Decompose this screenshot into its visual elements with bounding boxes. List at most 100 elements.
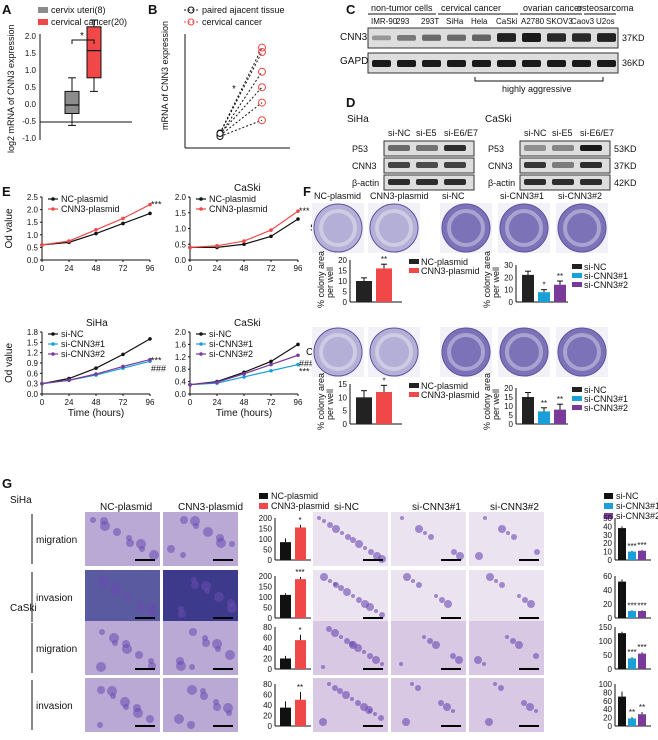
well-texture bbox=[563, 333, 601, 371]
stain-cell bbox=[337, 688, 343, 694]
panel-d-title-siha: SiHa bbox=[347, 114, 369, 125]
legend-label: si-NC bbox=[209, 329, 232, 339]
stain-cell bbox=[167, 545, 175, 553]
blot-kd: 37KD bbox=[622, 33, 645, 43]
blot-strip bbox=[519, 140, 611, 157]
panel-b-sig: * bbox=[232, 84, 236, 95]
stain-cell bbox=[328, 579, 332, 583]
legend-label: si-CNN3#2 bbox=[61, 349, 105, 359]
stain-cell bbox=[97, 686, 105, 694]
bar-ytick: 200 bbox=[259, 572, 273, 581]
blot-cnn3 bbox=[367, 27, 619, 49]
stain-cell bbox=[402, 718, 410, 726]
series-point bbox=[269, 359, 273, 364]
stain-cell bbox=[212, 639, 222, 649]
bar-ytick: 0 bbox=[343, 298, 348, 307]
lane-label: si-NC bbox=[524, 128, 547, 138]
sig-label: *** bbox=[151, 200, 162, 210]
bar-ytick: 0 bbox=[608, 665, 613, 674]
stain-cell bbox=[190, 516, 200, 526]
bar-ytick: 0 bbox=[509, 298, 514, 307]
band-gapdh bbox=[472, 60, 491, 67]
stain-cell bbox=[365, 706, 373, 714]
cell-line-label: SiHa bbox=[10, 495, 32, 506]
bar-ytick: 60 bbox=[603, 697, 612, 706]
lane-label: si-E6/E7 bbox=[580, 128, 614, 138]
bar bbox=[356, 281, 372, 302]
bar bbox=[618, 696, 626, 726]
xtick-label: 72 bbox=[119, 398, 128, 407]
stain-cell bbox=[522, 597, 528, 603]
stain-cell bbox=[355, 540, 363, 548]
series-point bbox=[242, 239, 246, 243]
pair-line bbox=[219, 51, 263, 134]
panel-a-ytick: 1.0 bbox=[25, 66, 37, 75]
bar bbox=[638, 550, 646, 560]
panel-a-ytick: -0.5 bbox=[22, 117, 36, 126]
panel-c-group-osteo: osteosarcoma bbox=[577, 3, 634, 13]
bar-ytick: 50 bbox=[603, 514, 612, 523]
bar-ylabel: % colony area bbox=[316, 373, 326, 430]
bar-sig: ** bbox=[381, 255, 387, 264]
series-point bbox=[40, 381, 44, 386]
bar-ytick: 5 bbox=[343, 288, 348, 297]
col-label: NC-plasmid bbox=[100, 502, 152, 513]
blot-row-label: β-actin bbox=[488, 178, 515, 188]
blot-kd: 53KD bbox=[614, 144, 637, 154]
cell-label: 293 bbox=[396, 17, 410, 26]
colony-well bbox=[369, 203, 419, 253]
bar-ytick: 0 bbox=[268, 614, 273, 623]
panel-c-bands bbox=[372, 33, 616, 67]
stain-cell bbox=[333, 582, 337, 586]
ytick-label: 2.0 bbox=[175, 193, 187, 202]
lane-label: si-E5 bbox=[416, 128, 437, 138]
band-gapdh bbox=[397, 60, 416, 67]
legend-label: si-CNN3#1 bbox=[61, 339, 105, 349]
plot-ylabel: Od value bbox=[4, 343, 15, 383]
stain-cell bbox=[223, 703, 233, 713]
stain-cell bbox=[189, 664, 195, 670]
stain-cell bbox=[317, 516, 321, 520]
legend-swatch bbox=[604, 503, 613, 509]
stain-cell bbox=[373, 712, 377, 716]
stain-cell bbox=[485, 718, 493, 726]
stain-image bbox=[391, 678, 466, 732]
ytick-label: 2.0 bbox=[175, 328, 187, 337]
row-label: invasion bbox=[36, 593, 73, 604]
bar-ytick: 80 bbox=[263, 623, 272, 632]
bar bbox=[522, 274, 534, 302]
xtick-label: 0 bbox=[188, 398, 193, 407]
adjacent-point bbox=[216, 130, 224, 137]
stain-cell bbox=[90, 517, 96, 523]
blot-band bbox=[416, 145, 438, 151]
blot-band bbox=[524, 145, 546, 151]
stain-cell bbox=[350, 537, 356, 543]
stain-cell bbox=[214, 592, 224, 602]
well-texture bbox=[447, 333, 485, 371]
box-body bbox=[86, 26, 102, 79]
ytick-label: 0.9 bbox=[27, 359, 39, 368]
series-point bbox=[148, 337, 152, 341]
stain-image bbox=[469, 621, 544, 675]
stain-cell bbox=[451, 549, 457, 555]
bar-sig: *** bbox=[627, 601, 636, 610]
cell-label: CaSki bbox=[496, 17, 518, 26]
blot-band bbox=[552, 179, 574, 185]
stain-cell bbox=[368, 549, 374, 555]
legend-label: si-CNN3#2 bbox=[584, 403, 628, 413]
blot-kd: 36KD bbox=[622, 58, 645, 68]
bar bbox=[280, 594, 291, 618]
blot-band bbox=[524, 179, 546, 185]
stain-cell bbox=[149, 550, 159, 560]
bar bbox=[538, 292, 550, 302]
blot-band bbox=[580, 145, 602, 151]
bar-ytick: 150 bbox=[259, 525, 273, 534]
bar-sig: ** bbox=[557, 272, 563, 281]
xtick-label: 24 bbox=[65, 264, 74, 273]
bar-ytick: 0 bbox=[608, 614, 613, 623]
stain-cell bbox=[534, 709, 538, 713]
ytick-label: 0.0 bbox=[175, 256, 187, 265]
stain-cell bbox=[122, 640, 130, 648]
stain-cell bbox=[320, 573, 328, 581]
